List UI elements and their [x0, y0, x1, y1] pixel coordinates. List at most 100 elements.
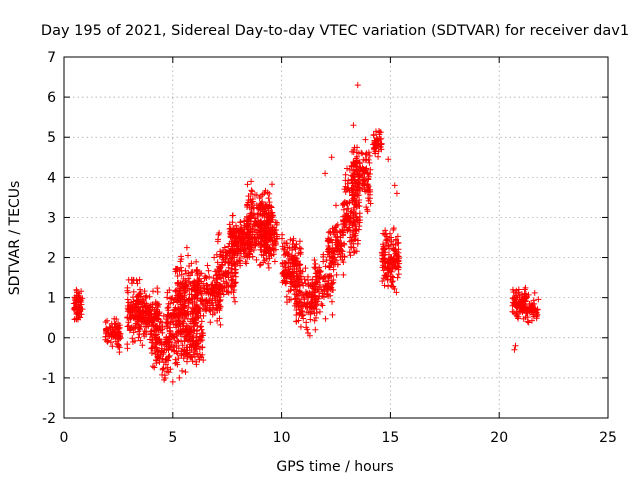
- data-point: [333, 241, 340, 248]
- data-point: [294, 275, 301, 282]
- data-point: [183, 336, 190, 343]
- data-point: [216, 229, 223, 236]
- data-point: [257, 246, 264, 253]
- data-point: [529, 302, 536, 309]
- data-point: [340, 271, 347, 278]
- data-point: [350, 122, 357, 129]
- data-point: [347, 252, 354, 259]
- data-point: [141, 321, 148, 328]
- data-point: [263, 235, 270, 242]
- data-point: [535, 296, 542, 303]
- data-point: [130, 313, 137, 320]
- data-point: [351, 144, 358, 151]
- data-point: [127, 315, 134, 322]
- data-point: [195, 304, 202, 311]
- data-point: [165, 304, 172, 311]
- data-point: [344, 214, 351, 221]
- data-point: [371, 145, 378, 152]
- data-point: [351, 196, 358, 203]
- data-point: [306, 300, 313, 307]
- data-point: [319, 302, 326, 309]
- data-point: [161, 376, 168, 383]
- data-point: [191, 284, 198, 291]
- data-point: [173, 266, 180, 273]
- y-tick-label: -2: [42, 411, 56, 427]
- data-point: [263, 249, 270, 256]
- data-point: [272, 246, 279, 253]
- data-point: [382, 258, 389, 265]
- data-point: [311, 289, 318, 296]
- data-point: [233, 245, 240, 252]
- data-point: [252, 240, 259, 247]
- data-point: [291, 266, 298, 273]
- data-point: [150, 288, 157, 295]
- data-point: [358, 172, 365, 179]
- data-point: [357, 165, 364, 172]
- data-point: [157, 327, 164, 334]
- data-point: [297, 299, 304, 306]
- data-point: [177, 294, 184, 301]
- data-point: [206, 286, 213, 293]
- data-point: [313, 278, 320, 285]
- data-point: [378, 135, 385, 142]
- data-point: [293, 291, 300, 298]
- chart-title: Day 195 of 2021, Sidereal Day-to-day VTE…: [41, 23, 629, 39]
- data-point: [359, 185, 366, 192]
- data-point: [393, 236, 400, 243]
- data-point: [179, 304, 186, 311]
- data-point: [115, 320, 122, 327]
- data-point: [235, 228, 242, 235]
- data-point: [172, 288, 179, 295]
- data-point: [77, 295, 84, 302]
- data-point: [355, 237, 362, 244]
- data-point: [317, 268, 324, 275]
- data-point: [257, 227, 264, 234]
- data-point: [194, 272, 201, 279]
- data-point: [389, 278, 396, 285]
- data-point: [322, 315, 329, 322]
- data-point: [197, 324, 204, 331]
- data-point: [125, 289, 132, 296]
- data-point: [179, 342, 186, 349]
- data-point: [218, 275, 225, 282]
- plot-frame: [63, 56, 609, 419]
- data-point: [243, 260, 250, 267]
- data-point: [201, 288, 208, 295]
- data-point: [352, 160, 359, 167]
- data-point: [371, 140, 378, 147]
- data-point: [316, 308, 323, 315]
- data-point: [197, 270, 204, 277]
- data-point: [193, 258, 200, 265]
- data-point: [351, 179, 358, 186]
- data-point: [274, 219, 281, 226]
- data-point: [314, 279, 321, 286]
- data-point: [330, 266, 337, 273]
- data-point: [395, 239, 402, 246]
- data-point: [218, 261, 225, 268]
- data-point: [271, 258, 278, 265]
- data-point: [178, 253, 185, 260]
- data-point: [314, 286, 321, 293]
- data-point: [343, 165, 350, 172]
- data-point: [365, 176, 372, 183]
- data-point: [255, 205, 262, 212]
- data-point: [307, 316, 314, 323]
- data-point: [513, 294, 520, 301]
- data-point: [78, 311, 85, 318]
- data-point: [249, 253, 256, 260]
- data-point: [341, 241, 348, 248]
- data-point: [243, 249, 250, 256]
- data-point: [220, 291, 227, 298]
- data-point: [264, 243, 271, 250]
- data-point: [320, 294, 327, 301]
- data-point: [174, 313, 181, 320]
- data-point: [109, 343, 116, 350]
- data-point: [342, 177, 349, 184]
- data-point: [351, 249, 358, 256]
- data-point: [102, 319, 109, 326]
- data-point: [245, 234, 252, 241]
- data-point: [353, 203, 360, 210]
- data-point: [331, 254, 338, 261]
- data-point: [182, 289, 189, 296]
- data-point: [329, 280, 336, 287]
